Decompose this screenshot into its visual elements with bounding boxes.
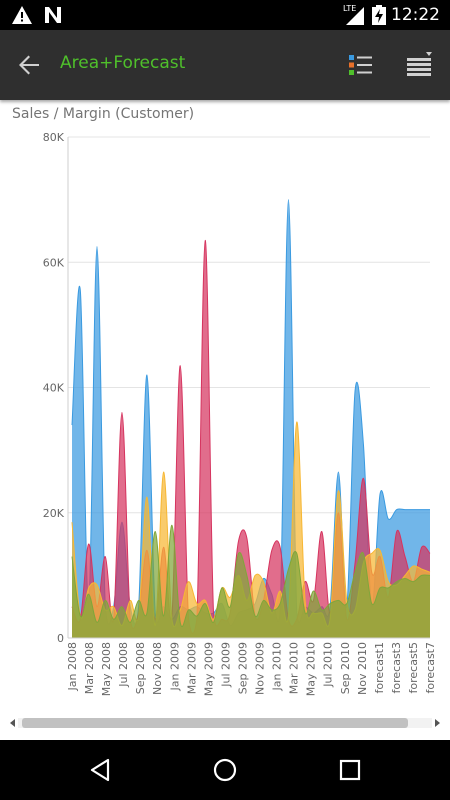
x-tick-label: forecast3 xyxy=(390,642,403,693)
x-tick-label: Jul 2010 xyxy=(322,642,335,688)
status-bar: LTE 12:22 xyxy=(0,0,450,30)
series-area-2 xyxy=(72,421,430,638)
y-tick-label: 20K xyxy=(43,507,65,520)
app-title: Area+Forecast xyxy=(60,53,186,73)
area-chart[interactable]: 0 20K 40K 60K 80K Jan 2008 Mar 2008 May 2008 Jul… xyxy=(0,128,450,710)
x-tick-label: Jan 2010 xyxy=(271,642,284,691)
app-bar: Area+Forecast xyxy=(0,30,450,100)
x-tick-label: Sep 2010 xyxy=(339,642,352,694)
x-tick-label: Jan 2008 xyxy=(66,642,79,691)
x-tick-label: Mar 2008 xyxy=(83,642,96,694)
status-time: 12:22 xyxy=(391,5,440,25)
back-triangle-icon[interactable] xyxy=(80,752,120,788)
series-line-3 xyxy=(71,524,431,627)
scroll-left-icon xyxy=(10,719,15,727)
x-tick-label: Mar 2009 xyxy=(185,642,198,694)
warning-icon xyxy=(12,6,32,24)
navigation-bar xyxy=(0,740,450,800)
x-tick-label: Mar 2010 xyxy=(288,642,301,694)
x-tick-label: Jul 2008 xyxy=(117,642,130,688)
x-tick-label: Sep 2009 xyxy=(236,642,249,694)
n-notification-icon xyxy=(45,7,61,23)
chart-title: Sales / Margin (Customer) xyxy=(12,106,195,122)
x-tick-label: forecast1 xyxy=(373,642,386,693)
x-tick-label: Sep 2008 xyxy=(134,642,147,694)
recents-square-icon[interactable] xyxy=(330,752,370,788)
y-tick-label: 0 xyxy=(57,632,64,645)
x-tick-label: Jan 2009 xyxy=(168,642,181,691)
x-tick-label: forecast5 xyxy=(407,642,420,693)
home-circle-icon[interactable] xyxy=(205,752,245,788)
x-tick-label: Nov 2010 xyxy=(356,642,369,695)
network-type-label: LTE xyxy=(343,4,357,13)
x-tick-label: forecast7 xyxy=(424,642,437,693)
y-tick-label: 40K xyxy=(43,382,65,395)
battery-charging-icon xyxy=(372,5,386,25)
x-tick-label: Jul 2009 xyxy=(219,642,232,688)
scroll-thumb xyxy=(22,718,408,728)
y-tick-label: 80K xyxy=(43,131,65,144)
x-tick-label: May 2010 xyxy=(305,642,318,696)
scroll-right-icon xyxy=(435,719,440,727)
arrow-back-icon[interactable] xyxy=(18,54,40,76)
x-tick-label: May 2009 xyxy=(202,642,215,696)
menu-list-icon[interactable] xyxy=(406,52,432,78)
x-tick-label: Nov 2008 xyxy=(151,642,164,695)
x-tick-label: Nov 2009 xyxy=(254,642,267,695)
legend-list-icon[interactable] xyxy=(349,54,373,76)
y-tick-label: 60K xyxy=(43,256,65,269)
horizontal-scrollbar[interactable] xyxy=(8,716,442,730)
signal-icon xyxy=(346,7,364,25)
series-area-3 xyxy=(72,525,430,638)
x-tick-label: May 2008 xyxy=(100,642,113,696)
